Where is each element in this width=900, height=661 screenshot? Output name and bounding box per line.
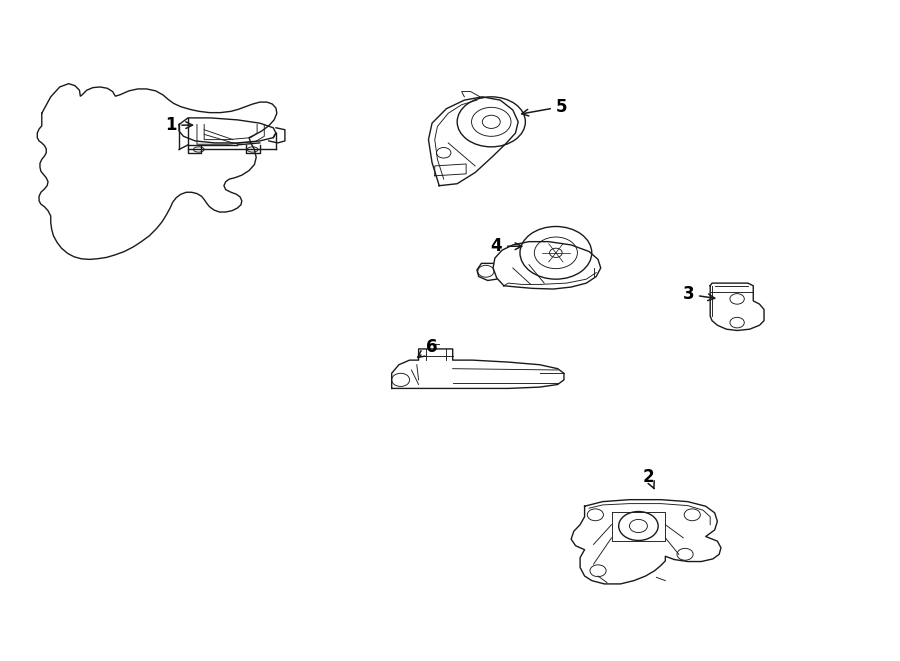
- Text: 3: 3: [682, 286, 715, 303]
- Text: 4: 4: [491, 237, 522, 255]
- Text: 6: 6: [418, 338, 437, 358]
- Text: 1: 1: [165, 116, 193, 134]
- Text: 5: 5: [522, 98, 567, 116]
- Text: 2: 2: [643, 467, 654, 488]
